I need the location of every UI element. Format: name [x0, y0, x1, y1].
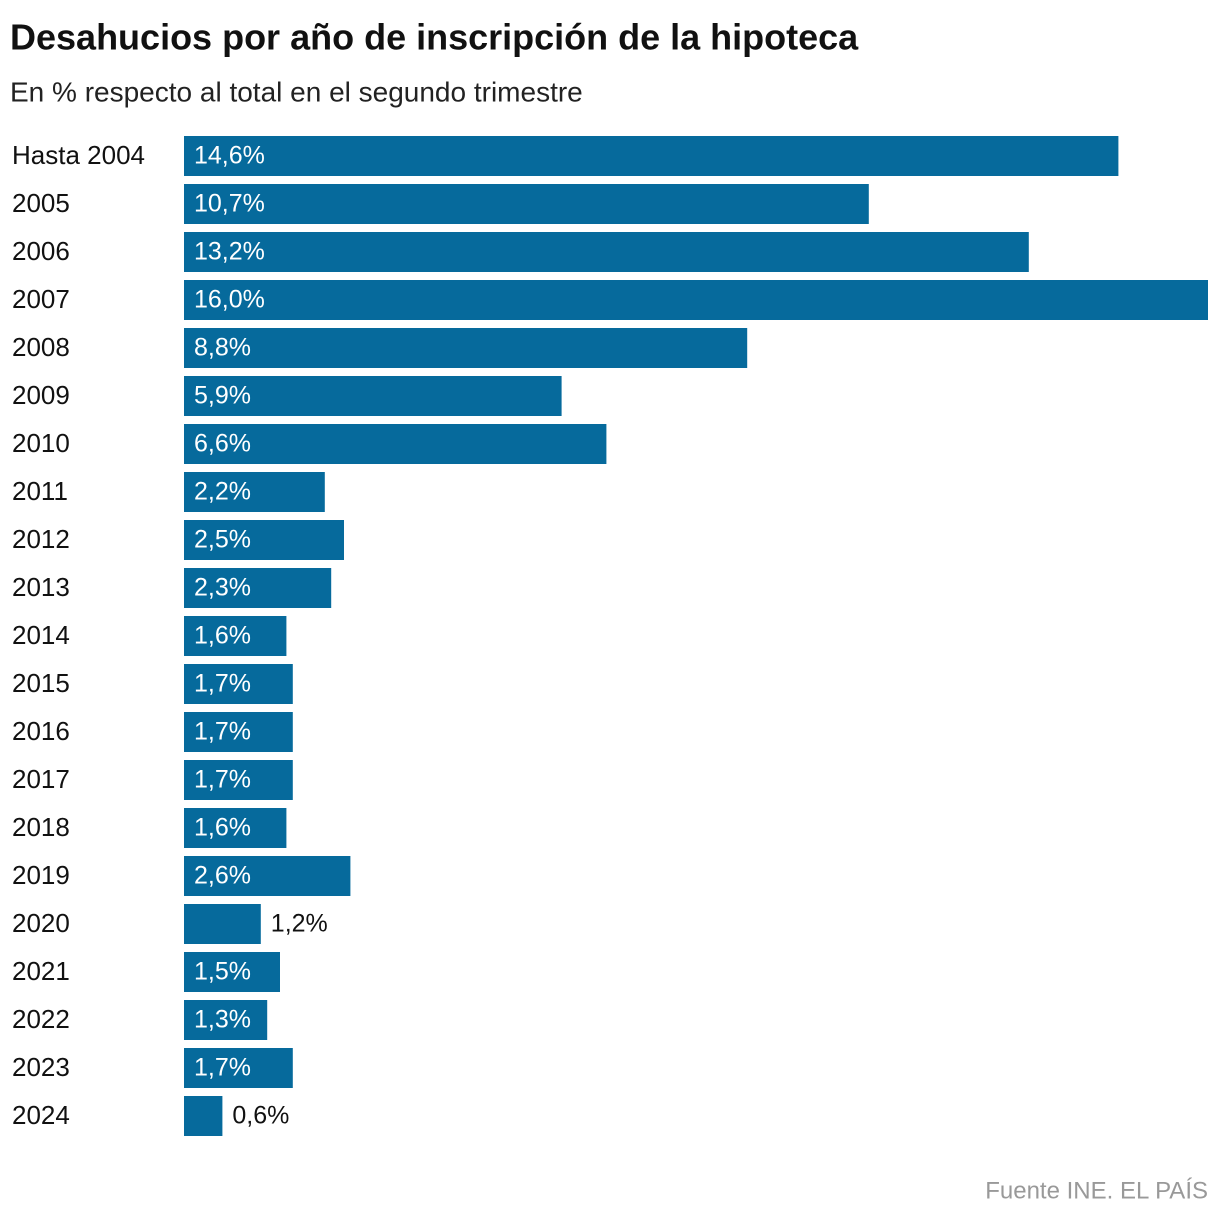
value-label: 2,2%	[194, 478, 251, 506]
bar	[184, 232, 1029, 272]
category-label: 2010	[12, 428, 70, 458]
value-label: 5,9%	[194, 382, 251, 410]
category-label: 2018	[12, 812, 70, 842]
category-label: 2022	[12, 1004, 70, 1034]
bar	[184, 424, 607, 464]
value-label: 1,5%	[194, 958, 251, 986]
value-label: 1,2%	[271, 910, 328, 938]
bar	[184, 616, 287, 656]
category-label: 2024	[12, 1100, 70, 1130]
chart-title: Desahucios por año de inscripción de la …	[10, 17, 859, 58]
value-label: 16,0%	[194, 286, 265, 314]
category-label: 2007	[12, 284, 70, 314]
value-label: 2,5%	[194, 526, 251, 554]
category-label: 2023	[12, 1052, 70, 1082]
bar	[184, 808, 287, 848]
bar	[184, 376, 562, 416]
value-label: 2,3%	[194, 574, 251, 602]
category-label: Hasta 2004	[12, 140, 145, 170]
value-label: 1,3%	[194, 1006, 251, 1034]
category-label: 2020	[12, 908, 70, 938]
chart-subtitle: En % respecto al total en el segundo tri…	[10, 76, 583, 107]
category-label: 2009	[12, 380, 70, 410]
value-label: 10,7%	[194, 190, 265, 218]
value-label: 1,7%	[194, 718, 251, 746]
category-label: 2013	[12, 572, 70, 602]
bar	[184, 1048, 293, 1088]
category-label: 2016	[12, 716, 70, 746]
category-label: 2005	[12, 188, 70, 218]
category-label: 2006	[12, 236, 70, 266]
category-label: 2014	[12, 620, 70, 650]
value-label: 1,6%	[194, 622, 251, 650]
category-label: 2021	[12, 956, 70, 986]
bar	[184, 568, 332, 608]
category-label: 2015	[12, 668, 70, 698]
bar	[184, 1096, 223, 1136]
category-label: 2012	[12, 524, 70, 554]
bar	[184, 1000, 268, 1040]
bar	[184, 664, 293, 704]
bar	[184, 712, 293, 752]
value-label: 6,6%	[194, 430, 251, 458]
category-label: 2017	[12, 764, 70, 794]
bar	[184, 136, 1119, 176]
value-label: 0,6%	[232, 1102, 289, 1130]
bar	[184, 952, 280, 992]
bar	[184, 856, 351, 896]
bar	[184, 472, 325, 512]
bar	[184, 904, 261, 944]
value-label: 1,6%	[194, 814, 251, 842]
bar	[184, 280, 1208, 320]
bar	[184, 184, 869, 224]
category-label: 2011	[12, 476, 68, 506]
bar	[184, 760, 293, 800]
bar	[184, 328, 748, 368]
value-label: 13,2%	[194, 238, 265, 266]
value-label: 14,6%	[194, 142, 265, 170]
value-label: 1,7%	[194, 766, 251, 794]
value-label: 8,8%	[194, 334, 251, 362]
bar	[184, 520, 344, 560]
source: Fuente INE. EL PAÍS	[985, 1177, 1208, 1204]
category-label: 2019	[12, 860, 70, 890]
value-label: 1,7%	[194, 670, 251, 698]
category-label: 2008	[12, 332, 70, 362]
value-label: 2,6%	[194, 862, 251, 890]
value-label: 1,7%	[194, 1054, 251, 1082]
